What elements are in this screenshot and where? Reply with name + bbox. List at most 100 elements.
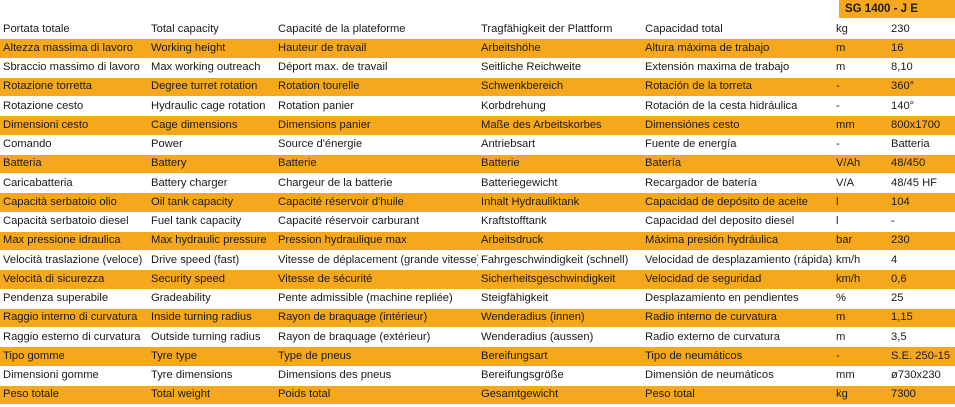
value-cell: ø730x230: [888, 366, 955, 386]
table-row: Tipo gomme Tyre type Type de pneus Bereifun…: [0, 346, 955, 367]
value-cell: -: [888, 212, 955, 232]
french-label-cell: Rotation tourelle: [275, 77, 478, 98]
french-label-cell: Pente admissible (machine repliée): [275, 289, 478, 309]
german-label-cell: Korbdrehung: [478, 96, 642, 117]
italian-label-cell: Portata totale: [0, 20, 148, 40]
spec-table: Portata totale Total capacity Capacité de …: [0, 20, 955, 406]
italian-label-cell: Dimensioni gomme: [0, 366, 148, 386]
spanish-label-cell: Rotación de la torreta: [642, 77, 833, 98]
french-label-cell: Chargeur de la batterie: [275, 173, 478, 194]
english-label-cell: Max hydraulic pressure: [148, 231, 275, 252]
table-row: Max pressione idraulica Max hydraulic pre…: [0, 231, 955, 252]
english-label-cell: Battery charger: [148, 173, 275, 194]
italian-label-cell: Rotazione torretta: [0, 77, 148, 98]
english-label-cell: Total capacity: [148, 20, 275, 40]
table-row: Capacità serbatoio diesel Fuel tank capac…: [0, 212, 955, 232]
french-label-cell: Rotation panier: [275, 96, 478, 117]
unit-cell: m: [833, 58, 888, 78]
table-row: Raggio esterno di curvatura Outside turni…: [0, 327, 955, 348]
french-label-cell: Vitesse de sécurité: [275, 269, 478, 290]
unit-cell: -: [833, 96, 888, 117]
spanish-label-cell: Velocidad de seguridad: [642, 269, 833, 290]
table-row: Pendenza superabile Gradeability Pente adm…: [0, 289, 955, 309]
french-label-cell: Dimensions panier: [275, 115, 478, 136]
german-label-cell: Inhalt Hydrauliktank: [478, 192, 642, 213]
french-label-cell: Rayon de braquage (intérieur): [275, 308, 478, 329]
model-name: SG 1400 - J E: [839, 0, 955, 18]
english-label-cell: Max working outreach: [148, 58, 275, 78]
french-label-cell: Dimensions des pneus: [275, 366, 478, 386]
spanish-label-cell: Radio interno de curvatura: [642, 308, 833, 329]
english-label-cell: Hydraulic cage rotation: [148, 96, 275, 117]
german-label-cell: Batterie: [478, 154, 642, 175]
english-label-cell: Outside turning radius: [148, 327, 275, 348]
english-label-cell: Battery: [148, 154, 275, 175]
spanish-label-cell: Batería: [642, 154, 833, 175]
unit-cell: kg: [833, 385, 888, 406]
value-cell: 7300: [888, 385, 955, 406]
italian-label-cell: Caricabatteria: [0, 173, 148, 194]
french-label-cell: Poids total: [275, 385, 478, 406]
italian-label-cell: Sbraccio massimo di lavoro: [0, 58, 148, 78]
italian-label-cell: Rotazione cesto: [0, 96, 148, 117]
english-label-cell: Working height: [148, 38, 275, 59]
spec-table-body: Portata totale Total capacity Capacité de …: [0, 20, 955, 406]
unit-cell: l: [833, 212, 888, 232]
german-label-cell: Kraftstofftank: [478, 212, 642, 232]
french-label-cell: Capacité de la plateforme: [275, 20, 478, 40]
model-header-bar: SG 1400 - J E: [0, 0, 955, 18]
spanish-label-cell: Dimensiónes cesto: [642, 115, 833, 136]
german-label-cell: Wenderadius (innen): [478, 308, 642, 329]
spanish-label-cell: Capacidad total: [642, 20, 833, 40]
italian-label-cell: Raggio interno di curvatura: [0, 308, 148, 329]
italian-label-cell: Capacità serbatoio olio: [0, 192, 148, 213]
table-row: Rotazione cesto Hydraulic cage rotation Ro…: [0, 96, 955, 117]
table-row: Dimensioni gomme Tyre dimensions Dimension…: [0, 366, 955, 386]
unit-cell: m: [833, 327, 888, 348]
english-label-cell: Oil tank capacity: [148, 192, 275, 213]
french-label-cell: Capacité réservoir carburant: [275, 212, 478, 232]
unit-cell: km/h: [833, 269, 888, 290]
unit-cell: -: [833, 135, 888, 155]
german-label-cell: Maße des Arbeitskorbes: [478, 115, 642, 136]
table-row: Peso totale Total weight Poids total Gesamt…: [0, 385, 955, 406]
english-label-cell: Security speed: [148, 269, 275, 290]
table-row: Raggio interno di curvatura Inside turnin…: [0, 308, 955, 329]
unit-cell: kg: [833, 20, 888, 40]
value-cell: 104: [888, 192, 955, 213]
french-label-cell: Hauteur de travail: [275, 38, 478, 59]
spanish-label-cell: Máxima presión hydráulica: [642, 231, 833, 252]
table-row: Velocità traslazione (veloce) Drive speed…: [0, 250, 955, 271]
value-cell: S.E. 250-15: [888, 346, 955, 367]
spanish-label-cell: Rotación de la cesta hidráulica: [642, 96, 833, 117]
value-cell: 48/450: [888, 154, 955, 175]
value-cell: 48/45 HF: [888, 173, 955, 194]
french-label-cell: Type de pneus: [275, 346, 478, 367]
english-label-cell: Gradeability: [148, 289, 275, 309]
german-label-cell: Batteriegewicht: [478, 173, 642, 194]
value-cell: 25: [888, 289, 955, 309]
value-cell: 360°: [888, 77, 955, 98]
english-label-cell: Cage dimensions: [148, 115, 275, 136]
german-label-cell: Bereifungsgröße: [478, 366, 642, 386]
spanish-label-cell: Radio externo de curvatura: [642, 327, 833, 348]
spanish-label-cell: Capacidad del deposito diesel: [642, 212, 833, 232]
value-cell: 8,10: [888, 58, 955, 78]
spanish-label-cell: Recargador de batería: [642, 173, 833, 194]
table-row: Sbraccio massimo di lavoro Max working ou…: [0, 58, 955, 78]
spanish-label-cell: Dimensión de neumáticos: [642, 366, 833, 386]
italian-label-cell: Raggio esterno di curvatura: [0, 327, 148, 348]
table-row: Caricabatteria Battery charger Chargeur de…: [0, 173, 955, 194]
spanish-label-cell: Tipo de neumáticos: [642, 346, 833, 367]
italian-label-cell: Peso totale: [0, 385, 148, 406]
value-cell: 140°: [888, 96, 955, 117]
spanish-label-cell: Capacidad de depósito de aceite: [642, 192, 833, 213]
italian-label-cell: Velocità traslazione (veloce): [0, 250, 148, 271]
value-cell: 1,15: [888, 308, 955, 329]
italian-label-cell: Altezza massima di lavoro: [0, 38, 148, 59]
french-label-cell: Pression hydraulique max: [275, 231, 478, 252]
french-label-cell: Capacité réservoir d'huile: [275, 192, 478, 213]
italian-label-cell: Max pressione idraulica: [0, 231, 148, 252]
table-row: Comando Power Source d'énergie Antriebsart F…: [0, 135, 955, 155]
